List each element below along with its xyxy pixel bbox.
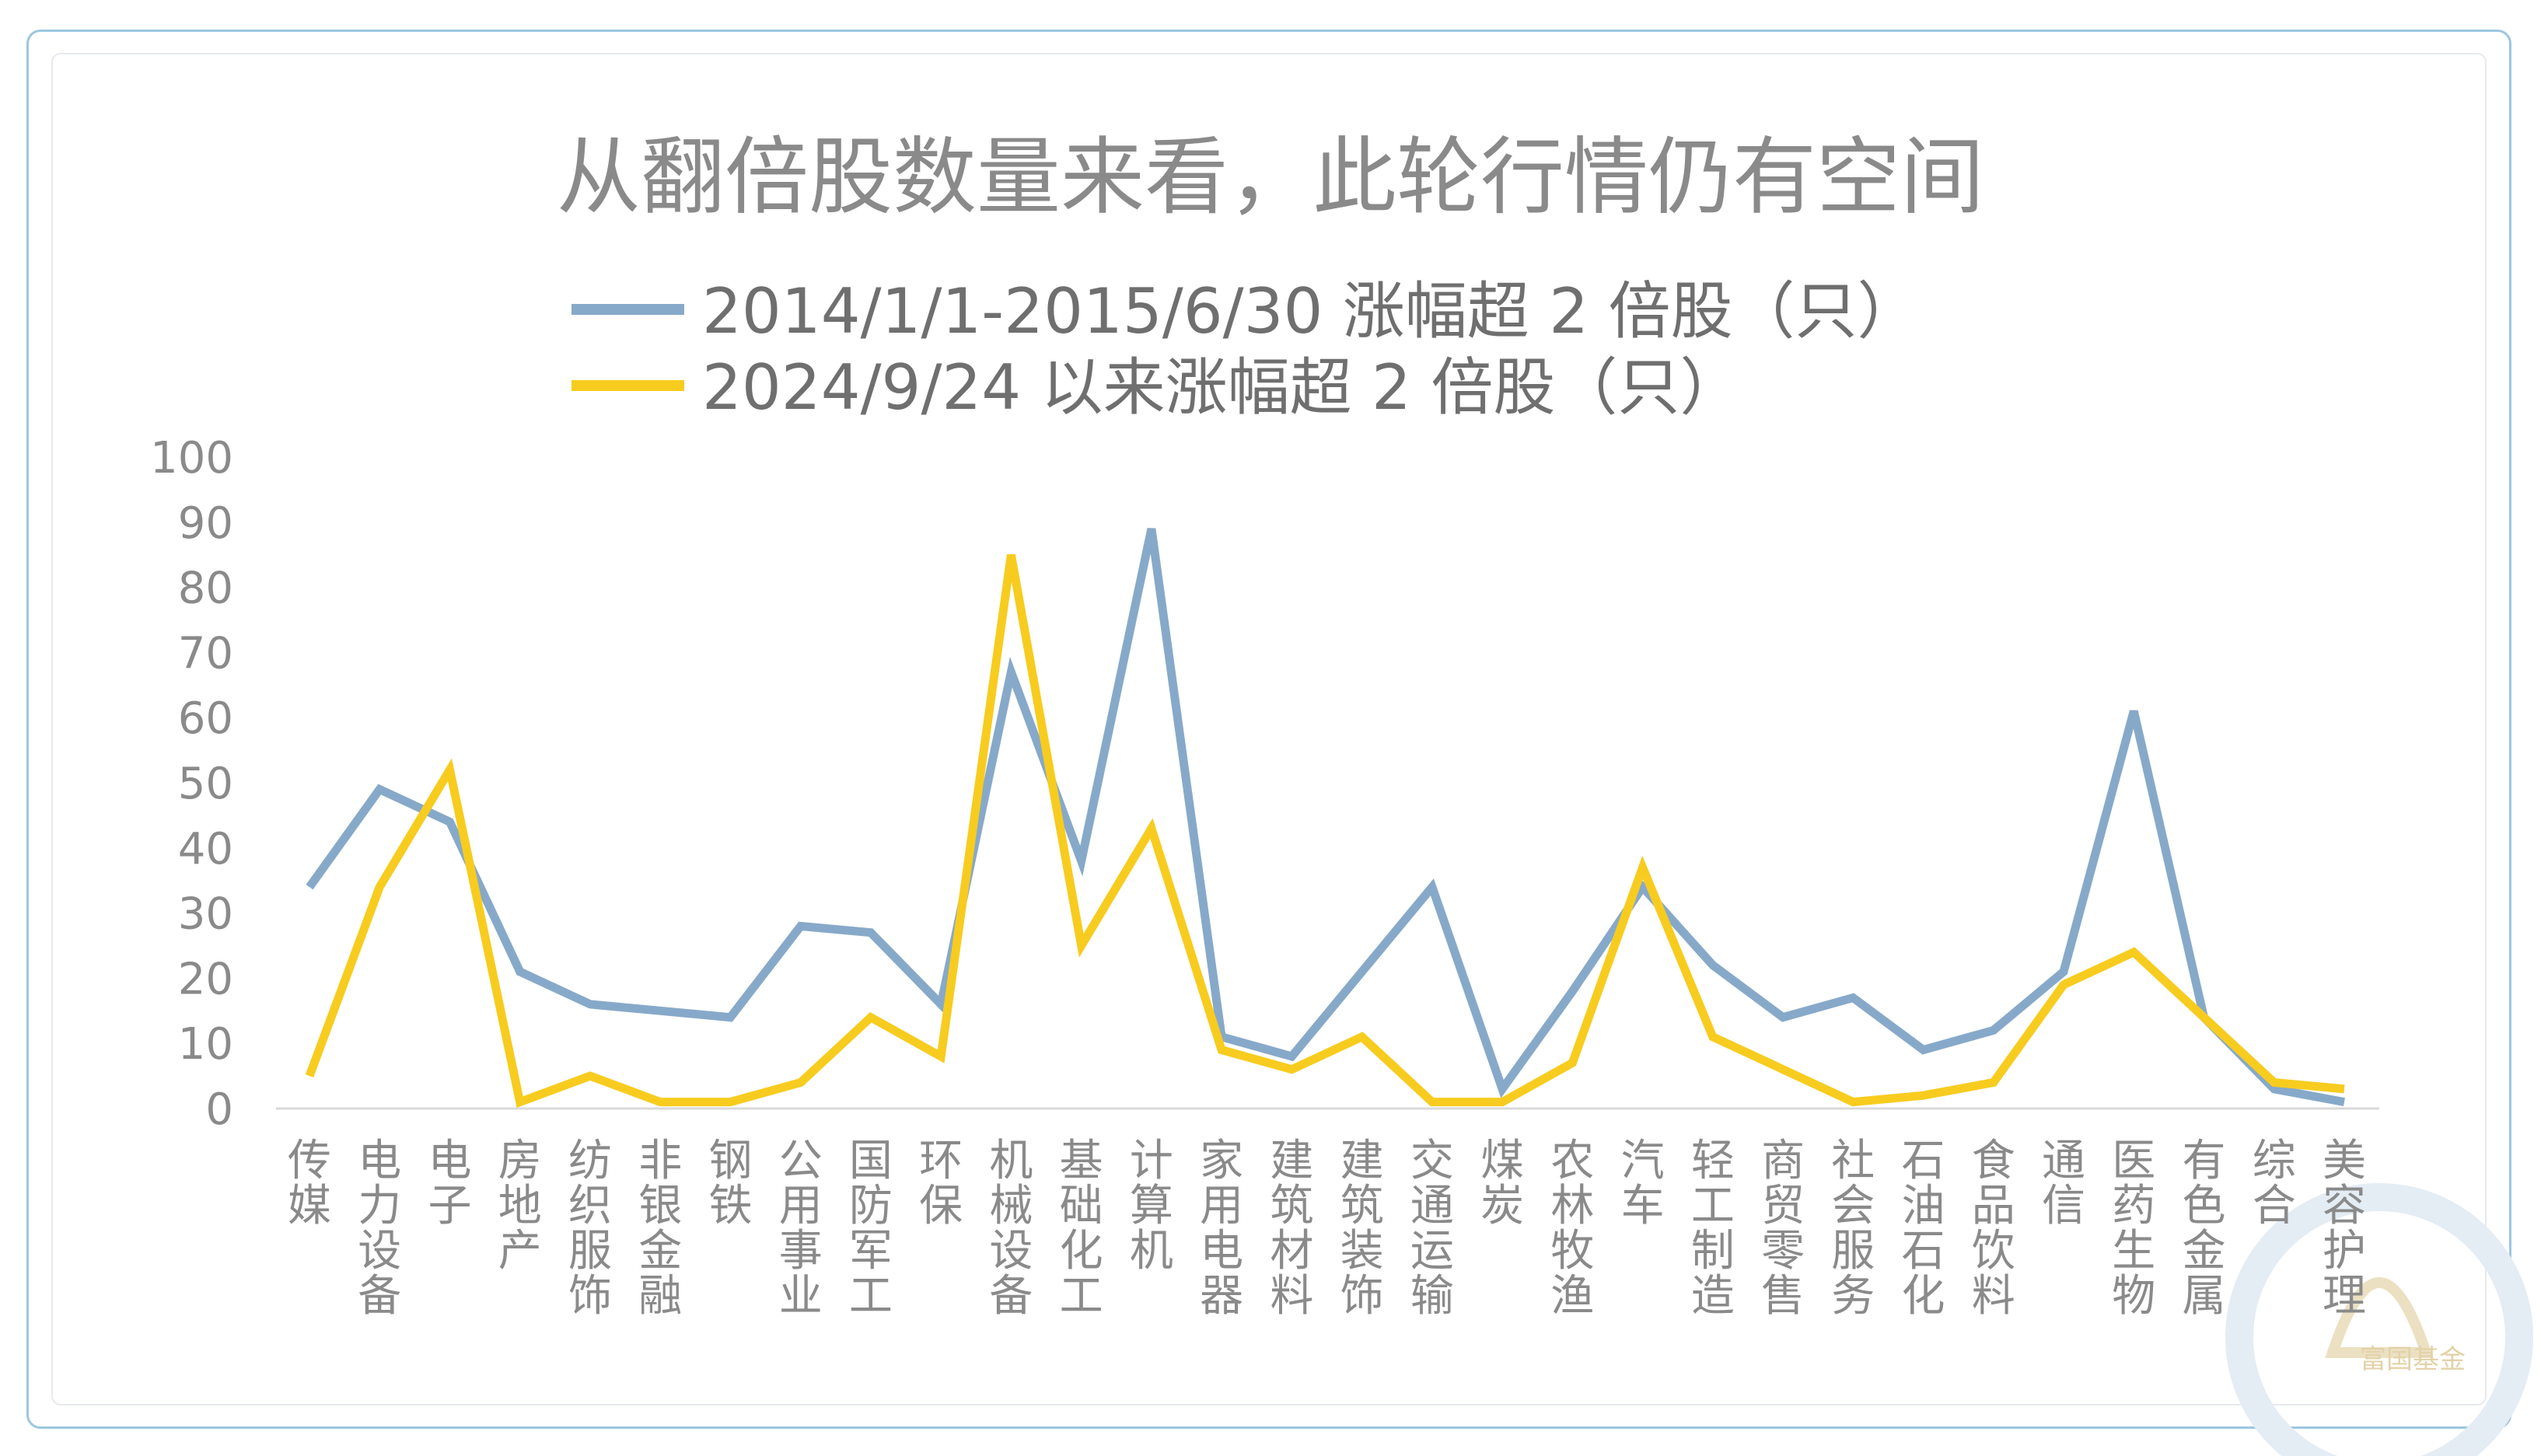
x-tick-label: 社会服务 <box>1831 1136 1875 1322</box>
legend: 2014/1/1-2015/6/30 涨幅超 2 倍股（只） 2024/9/24… <box>571 275 1920 424</box>
x-tick-label: 计算机 <box>1130 1136 1173 1276</box>
x-tick-label: 有色金属 <box>2183 1136 2226 1322</box>
x-tick-label: 美容护理 <box>2323 1136 2366 1322</box>
series-line-1 <box>306 528 2346 1107</box>
x-tick-label: 电子 <box>428 1136 471 1231</box>
x-tick-label: 公用事业 <box>779 1136 823 1322</box>
y-tick-label: 50 <box>178 759 233 809</box>
x-tick-label: 建筑材料 <box>1270 1136 1313 1322</box>
x-tick-label: 传媒 <box>288 1136 331 1231</box>
y-tick-label: 60 <box>178 693 233 744</box>
y-tick-label: 80 <box>178 564 233 614</box>
series-line-2 <box>305 553 2345 1108</box>
x-tick-label: 钢铁 <box>708 1136 752 1231</box>
x-tick-label: 通信 <box>2042 1136 2085 1231</box>
legend-label-series-1: 2014/1/1-2015/6/30 涨幅超 2 倍股（只） <box>702 275 1920 347</box>
x-tick-label: 环保 <box>919 1136 963 1231</box>
y-axis-ticks: 0 10 20 30 40 50 60 70 80 90 100 <box>150 433 233 1135</box>
series-lines <box>305 528 2346 1108</box>
x-tick-label: 综合 <box>2253 1136 2296 1231</box>
x-tick-label: 机械设备 <box>989 1136 1033 1322</box>
x-tick-label: 汽车 <box>1621 1136 1665 1231</box>
x-tick-label: 石油石化 <box>1902 1136 1945 1322</box>
x-tick-label: 煤炭 <box>1480 1136 1524 1231</box>
chart-title: 从翻倍股数量来看，此轮行情仍有空间 <box>557 129 1984 226</box>
y-tick-label: 0 <box>205 1084 233 1135</box>
y-tick-label: 30 <box>178 889 233 940</box>
x-tick-label: 房地产 <box>498 1136 542 1276</box>
y-tick-label: 100 <box>150 433 233 484</box>
watermark-text: 富国基金 <box>2360 1344 2466 1375</box>
legend-item-series-1: 2014/1/1-2015/6/30 涨幅超 2 倍股（只） <box>571 275 1920 347</box>
x-tick-label: 非银金融 <box>638 1136 682 1322</box>
chart-panel <box>51 53 2487 1405</box>
y-tick-label: 40 <box>178 824 233 875</box>
watermark: 富国基金 <box>2225 1183 2533 1456</box>
x-tick-label: 交通运输 <box>1410 1136 1454 1322</box>
x-tick-label: 电力设备 <box>358 1136 401 1322</box>
y-tick-label: 90 <box>178 498 233 549</box>
x-tick-label: 商贸零售 <box>1761 1136 1805 1322</box>
legend-label-series-2: 2024/9/24 以来涨幅超 2 倍股（只） <box>702 351 1742 424</box>
x-tick-label: 轻工制造 <box>1691 1136 1735 1322</box>
x-tick-label: 食品饮料 <box>1972 1136 2015 1322</box>
x-tick-label: 建筑装饰 <box>1340 1136 1384 1322</box>
x-tick-label: 基础化工 <box>1060 1136 1103 1322</box>
x-tick-label: 医药生物 <box>2112 1136 2155 1322</box>
chart-frame <box>26 30 2511 1429</box>
x-axis-ticks: 传媒电力设备电子房地产纺织服饰非银金融钢铁公用事业国防军工环保机械设备基础化工计… <box>288 1136 2366 1322</box>
legend-item-series-2: 2024/9/24 以来涨幅超 2 倍股（只） <box>571 351 1742 424</box>
x-tick-label: 国防军工 <box>849 1136 893 1322</box>
y-tick-label: 10 <box>178 1019 233 1070</box>
y-tick-label: 70 <box>178 628 233 679</box>
y-tick-label: 20 <box>178 954 233 1004</box>
x-tick-label: 家用电器 <box>1200 1136 1243 1322</box>
x-tick-label: 农林牧渔 <box>1550 1136 1594 1322</box>
x-tick-label: 纺织服饰 <box>568 1136 612 1322</box>
